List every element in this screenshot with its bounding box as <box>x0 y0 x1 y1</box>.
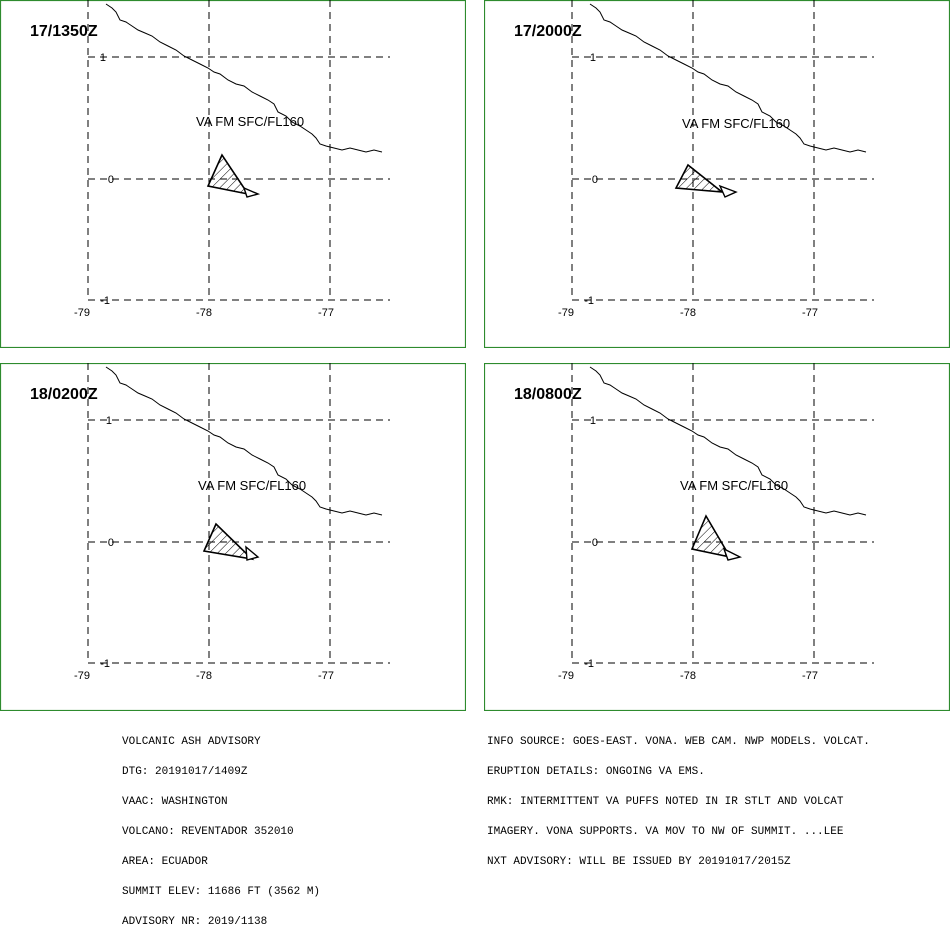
lat-label: 1 <box>100 52 106 64</box>
map-panel-1-svg: 17/1350Z VA FM SFC/FL160 1 0 -1 -79 -78 … <box>0 0 466 348</box>
lat-label: -1 <box>584 658 594 670</box>
valid-time: 17/1350Z <box>30 23 98 40</box>
coastline <box>589 366 867 516</box>
lat-label: 0 <box>592 174 598 186</box>
ash-cloud-tip <box>242 186 261 198</box>
valid-time: 18/0800Z <box>514 386 582 403</box>
panel-frame <box>0 363 466 711</box>
ash-cloud-polygon <box>206 153 250 196</box>
lon-label: -78 <box>196 670 212 682</box>
ash-cloud-tip <box>245 545 260 561</box>
ash-cloud <box>206 153 261 198</box>
lon-label: -77 <box>318 670 334 682</box>
advisory-line: SUMMIT ELEV: 11686 FT (3562 M) <box>122 886 321 898</box>
lat-label: 1 <box>590 52 596 64</box>
lon-label: -79 <box>558 670 574 682</box>
advisory-line: VOLCANIC ASH ADVISORY <box>122 736 261 748</box>
advisory-line: AREA: ECUADOR <box>122 856 208 868</box>
map-panel-1: 17/1350Z VA FM SFC/FL160 1 0 -1 -79 -78 … <box>0 0 466 348</box>
lon-label: -77 <box>318 307 334 319</box>
advisory-line: ADVISORY NR: 2019/1138 <box>122 916 268 928</box>
coastline <box>105 366 383 516</box>
ash-cloud <box>202 522 260 561</box>
lat-label: 1 <box>590 415 596 427</box>
coastline <box>105 3 383 153</box>
advisory-line: VAAC: WASHINGTON <box>122 796 228 808</box>
lon-label: -78 <box>680 307 696 319</box>
lon-label: -79 <box>74 670 90 682</box>
advisory-line: INFO SOURCE: GOES-EAST. VONA. WEB CAM. N… <box>487 736 870 748</box>
lat-label: 0 <box>592 537 598 549</box>
graticule <box>87 0 390 301</box>
ash-cloud-tip <box>722 547 743 561</box>
lat-label: -1 <box>584 295 594 307</box>
lat-label: 0 <box>108 174 114 186</box>
ash-cloud <box>674 163 738 198</box>
advisory-line: RMK: INTERMITTENT VA PUFFS NOTED IN IR S… <box>487 796 844 808</box>
advisory-line: DTG: 20191017/1409Z <box>122 766 248 778</box>
lat-label: -1 <box>100 658 110 670</box>
map-panel-4: 18/0800Z VA FM SFC/FL160 1 0 -1 -79 -78 … <box>484 363 950 711</box>
ash-cloud-polygon <box>690 514 732 559</box>
lon-label: -77 <box>802 307 818 319</box>
lon-label: -79 <box>74 307 90 319</box>
coastline <box>589 3 867 153</box>
map-panel-3: 18/0200Z VA FM SFC/FL160 1 0 -1 -79 -78 … <box>0 363 466 711</box>
ash-cloud-polygon <box>674 163 725 194</box>
advisory-line: NXT ADVISORY: WILL BE ISSUED BY 20191017… <box>487 856 791 868</box>
lat-label: 1 <box>106 415 112 427</box>
lat-label: -1 <box>100 295 110 307</box>
graticule <box>571 363 874 664</box>
lat-label: 0 <box>108 537 114 549</box>
advisory-details-block: INFO SOURCE: GOES-EAST. VONA. WEB CAM. N… <box>487 717 870 877</box>
map-panel-3-svg: 18/0200Z VA FM SFC/FL160 1 0 -1 -79 -78 … <box>0 363 466 711</box>
valid-time: 18/0200Z <box>30 386 98 403</box>
map-panel-2: 17/2000Z VA FM SFC/FL160 1 0 -1 -79 -78 … <box>484 0 950 348</box>
map-panel-4-svg: 18/0800Z VA FM SFC/FL160 1 0 -1 -79 -78 … <box>484 363 950 711</box>
level-label: VA FM SFC/FL160 <box>680 478 788 493</box>
panel-frame <box>484 0 950 348</box>
ash-cloud-tip <box>718 184 738 198</box>
advisory-line: VOLCANO: REVENTADOR 352010 <box>122 826 294 838</box>
advisory-line: ERUPTION DETAILS: ONGOING VA EMS. <box>487 766 705 778</box>
valid-time: 17/2000Z <box>514 23 582 40</box>
ash-cloud-polygon <box>202 522 255 561</box>
level-label: VA FM SFC/FL160 <box>196 114 304 129</box>
graticule <box>87 363 390 664</box>
panel-frame <box>0 0 466 348</box>
lon-label: -77 <box>802 670 818 682</box>
ash-cloud <box>690 514 743 561</box>
level-label: VA FM SFC/FL160 <box>198 478 306 493</box>
graticule <box>571 0 874 301</box>
map-panel-2-svg: 17/2000Z VA FM SFC/FL160 1 0 -1 -79 -78 … <box>484 0 950 348</box>
advisory-line: IMAGERY. VONA SUPPORTS. VA MOV TO NW OF … <box>487 826 844 838</box>
level-label: VA FM SFC/FL160 <box>682 116 790 131</box>
lon-label: -79 <box>558 307 574 319</box>
lon-label: -78 <box>196 307 212 319</box>
advisory-header-block: VOLCANIC ASH ADVISORY DTG: 20191017/1409… <box>122 717 320 937</box>
lon-label: -78 <box>680 670 696 682</box>
